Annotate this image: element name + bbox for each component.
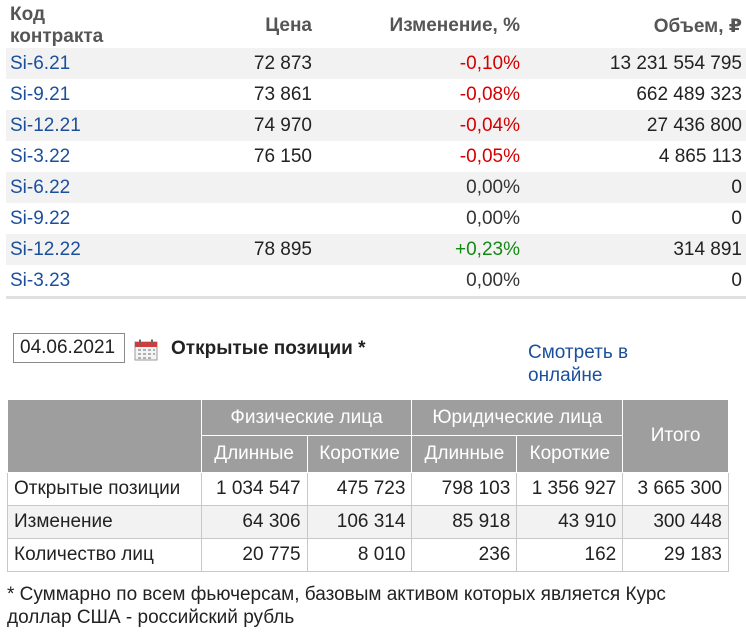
- table-row: Si-12.22 78 895 +0,23% 314 891: [6, 234, 746, 265]
- table-row: Si-9.21 73 861 -0,08% 662 489 323: [6, 79, 746, 110]
- price-cell: 74 970: [126, 110, 312, 141]
- change-cell: 0,00%: [312, 203, 520, 234]
- individuals-short-cell: 475 723: [306, 472, 413, 506]
- row-label: Открытые позиции: [7, 472, 202, 506]
- legal-short-cell: 43 910: [516, 505, 624, 539]
- contract-link[interactable]: Si-6.22: [10, 176, 71, 198]
- individuals-long-cell: 1 034 547: [200, 472, 308, 506]
- change-cell: +0,23%: [312, 234, 520, 265]
- table-row: Si-3.23 0,00% 0: [6, 265, 746, 299]
- open-positions-table: Физические лица Юридические лица Итого Д…: [7, 399, 729, 572]
- volume-cell: 13 231 554 795: [520, 48, 746, 79]
- contract-link[interactable]: Si-12.22: [10, 238, 81, 260]
- futures-table: Код контракта Цена Изменение, % Объем, ₽…: [6, 4, 746, 299]
- total-cell: 3 665 300: [622, 472, 729, 506]
- individuals-short-cell: 106 314: [306, 505, 413, 539]
- total-cell: 300 448: [622, 505, 729, 539]
- change-cell: -0,10%: [312, 48, 520, 79]
- header-change[interactable]: Изменение, %: [389, 15, 520, 36]
- contract-link[interactable]: Si-6.21: [10, 52, 71, 74]
- header-individuals: Физические лица: [200, 399, 413, 436]
- date-input[interactable]: [13, 333, 125, 363]
- volume-cell: 314 891: [520, 234, 746, 265]
- view-online-link[interactable]: Смотреть в онлайне: [528, 342, 629, 386]
- futures-header-row: Код контракта Цена Изменение, % Объем, ₽: [6, 4, 746, 48]
- price-cell: 73 861: [126, 79, 312, 110]
- individuals-long-cell: 64 306: [200, 505, 308, 539]
- volume-cell: 662 489 323: [520, 79, 746, 110]
- volume-cell: 0: [520, 172, 746, 203]
- volume-cell: 0: [520, 203, 746, 234]
- price-cell: 78 895: [126, 234, 312, 265]
- table-row: Открытые позиции 1 034 547 475 723 798 1…: [7, 472, 729, 506]
- individuals-short-cell: 8 010: [306, 538, 413, 572]
- change-cell: 0,00%: [312, 265, 520, 299]
- volume-cell: 27 436 800: [520, 110, 746, 141]
- price-cell: [126, 265, 312, 299]
- header-individuals-short: Короткие: [306, 435, 413, 473]
- price-cell: 76 150: [126, 141, 312, 172]
- header-legal-entities: Юридические лица: [411, 399, 624, 436]
- positions-subheader-row: Длинные Короткие Длинные Короткие: [8, 435, 729, 473]
- table-row: Si-6.21 72 873 -0,10% 13 231 554 795: [6, 48, 746, 79]
- section-title: Открытые позиции *: [171, 338, 366, 359]
- table-row: Изменение 64 306 106 314 85 918 43 910 3…: [7, 505, 729, 539]
- contract-link[interactable]: Si-12.21: [10, 114, 81, 136]
- table-row: Количество лиц 20 775 8 010 236 162 29 1…: [7, 538, 729, 572]
- table-row: Si-12.21 74 970 -0,04% 27 436 800: [6, 110, 746, 141]
- contract-link[interactable]: Si-3.23: [10, 269, 71, 291]
- individuals-long-cell: 20 775: [200, 538, 308, 572]
- header-volume[interactable]: Объем, ₽: [653, 15, 742, 37]
- contract-link[interactable]: Si-9.21: [10, 83, 71, 105]
- change-cell: -0,05%: [312, 141, 520, 172]
- price-cell: 72 873: [126, 48, 312, 79]
- legal-short-cell: 1 356 927: [516, 472, 624, 506]
- positions-header-row: Физические лица Юридические лица Итого: [7, 399, 729, 473]
- table-row: Si-9.22 0,00% 0: [6, 203, 746, 234]
- header-legal-short: Короткие: [516, 435, 624, 473]
- contract-link[interactable]: Si-9.22: [10, 207, 71, 229]
- legal-short-cell: 162: [516, 538, 624, 572]
- change-cell: -0,04%: [312, 110, 520, 141]
- calendar-icon[interactable]: [134, 339, 158, 361]
- change-cell: -0,08%: [312, 79, 520, 110]
- header-legal-long: Длинные: [411, 435, 518, 473]
- header-empty: [7, 399, 202, 473]
- header-individuals-long: Длинные: [200, 435, 308, 473]
- legal-long-cell: 798 103: [411, 472, 518, 506]
- contract-link[interactable]: Si-3.22: [10, 145, 71, 167]
- change-cell: 0,00%: [312, 172, 520, 203]
- row-label: Количество лиц: [7, 538, 202, 572]
- volume-cell: 4 865 113: [520, 141, 746, 172]
- price-cell: [126, 203, 312, 234]
- price-cell: [126, 172, 312, 203]
- table-row: Si-6.22 0,00% 0: [6, 172, 746, 203]
- row-label: Изменение: [7, 505, 202, 539]
- volume-cell: 0: [520, 265, 746, 299]
- header-price[interactable]: Цена: [265, 15, 312, 36]
- header-total: Итого: [622, 399, 729, 473]
- total-cell: 29 183: [622, 538, 729, 572]
- table-row: Si-3.22 76 150 -0,05% 4 865 113: [6, 141, 746, 172]
- legal-long-cell: 85 918: [411, 505, 518, 539]
- footnote: * Суммарно по всем фьючерсам, базовым ак…: [7, 584, 666, 628]
- header-contract[interactable]: Код контракта: [10, 4, 104, 47]
- legal-long-cell: 236: [411, 538, 518, 572]
